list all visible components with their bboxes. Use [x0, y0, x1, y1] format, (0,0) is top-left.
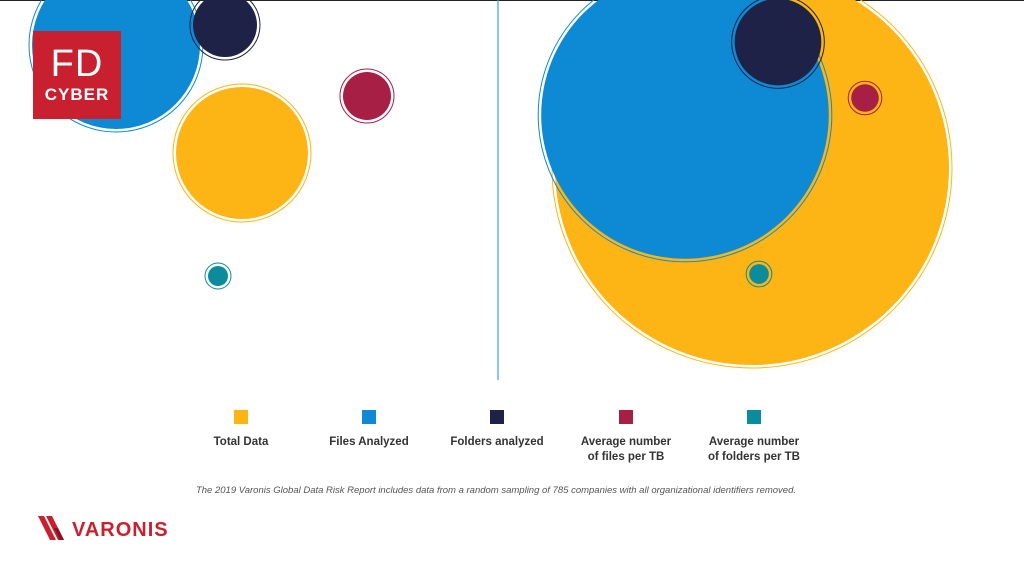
bubble-1-1: [176, 87, 308, 219]
legend-item-folders-per-tb: Average number of folders per TB: [684, 408, 824, 465]
legend-label-folders-per-tb: Average number of folders per TB: [707, 436, 800, 463]
legend-label-total-data: Total Data: [213, 436, 269, 448]
bubble-ring-1-3: [189, 0, 261, 61]
bubble-1-5: [208, 266, 228, 286]
footnote: The 2019 Varonis Global Data Risk Report…: [195, 485, 797, 496]
bubble-1-3: [193, 0, 257, 57]
bubble-2-5: [749, 264, 769, 284]
varonis-logo: VARONIS: [38, 514, 208, 544]
legend-item-folders-analyzed: Folders analyzed: [427, 408, 567, 450]
legend-label-files-analyzed: Files Analyzed: [329, 436, 409, 448]
fd-cyber-logo: FD CYBER: [33, 31, 121, 119]
legend-item-files-per-tb: Average number of files per TB: [556, 408, 696, 465]
bubble-ring-1-1: [172, 83, 312, 223]
bubble-ring-2-5: [745, 260, 773, 288]
legend-item-files-analyzed: Files Analyzed: [299, 408, 439, 450]
logo-line2: CYBER: [44, 85, 110, 104]
bubble-chart: [28, 0, 953, 380]
top-border: [0, 0, 1024, 1]
bubble-ring-2-4: [847, 80, 883, 116]
chart-legend: Total Data Files Analyzed Folders analyz…: [0, 408, 1024, 468]
bubble-panel-2: [537, 0, 953, 369]
legend-swatch-files-analyzed: [362, 410, 376, 424]
legend-label-folders-analyzed: Folders analyzed: [450, 436, 544, 448]
bubble-ring-1-4: [339, 68, 395, 124]
legend-swatch-folders-per-tb: [747, 410, 761, 424]
legend-swatch-files-per-tb: [619, 410, 633, 424]
bubble-ring-2-3: [731, 0, 825, 89]
legend-swatch-folders-analyzed: [490, 410, 504, 424]
varonis-mark-icon: [38, 516, 64, 540]
logo-line1: FD: [50, 43, 104, 85]
bubble-ring-1-5: [204, 262, 232, 290]
legend-swatch-total-data: [234, 410, 248, 424]
bubble-2-4: [851, 84, 879, 112]
bubble-ring-2-2: [537, 0, 833, 263]
bubble-1-4: [343, 72, 391, 120]
varonis-wordmark: VARONIS: [72, 519, 169, 541]
bubble-2-3: [734, 0, 822, 86]
legend-item-total-data: Total Data: [171, 408, 311, 450]
legend-label-files-per-tb: Average number of files per TB: [580, 436, 672, 463]
